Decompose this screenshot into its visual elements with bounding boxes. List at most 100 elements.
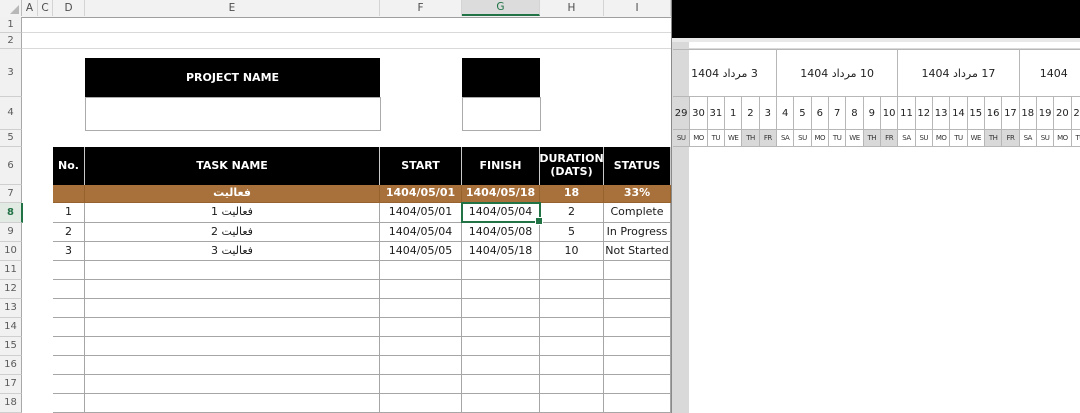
table-empty-row-2-cell-0[interactable] (53, 280, 85, 299)
table-empty-row-6-cell-4[interactable] (540, 356, 604, 375)
table-empty-row-4-cell-3[interactable] (462, 318, 540, 337)
project-name-input-box[interactable] (85, 97, 381, 131)
gantt-day-name-10[interactable]: WE (846, 130, 864, 147)
column-header-G[interactable]: G (462, 0, 540, 16)
table-empty-row-4-cell-4[interactable] (540, 318, 604, 337)
gantt-day-number-5[interactable]: 5 (794, 97, 812, 130)
gantt-day-name-6[interactable]: SA (776, 130, 795, 147)
table-empty-row-2-cell-4[interactable] (540, 280, 604, 299)
table-row-3-cell-0[interactable]: 3 (53, 242, 85, 261)
table-empty-row-7-cell-1[interactable] (85, 375, 380, 394)
gantt-day-name-12[interactable]: FR (880, 130, 899, 147)
select-all-corner[interactable] (0, 0, 22, 16)
table-header-row-cell-4[interactable]: DURATION (DATS) (540, 147, 604, 185)
table-empty-row-3-cell-1[interactable] (85, 299, 380, 318)
row-header-5[interactable]: 5 (0, 130, 22, 147)
gantt-day-number-29[interactable]: 29 (673, 97, 691, 130)
table-empty-row-5-cell-5[interactable] (604, 337, 671, 356)
table-summary-row-cell-0[interactable] (53, 185, 85, 203)
table-empty-row-7-cell-3[interactable] (462, 375, 540, 394)
gantt-day-number-15[interactable]: 15 (967, 97, 985, 130)
row-header-13[interactable]: 13 (0, 299, 22, 318)
table-empty-row-4-cell-5[interactable] (604, 318, 671, 337)
pane-divider[interactable] (671, 0, 672, 413)
side-input-box[interactable] (462, 97, 541, 131)
row-header-15[interactable]: 15 (0, 337, 22, 356)
table-empty-row-4-cell-0[interactable] (53, 318, 85, 337)
gantt-day-number-21[interactable]: 21 (1071, 97, 1080, 130)
row-header-9[interactable]: 9 (0, 223, 22, 242)
gantt-day-number-11[interactable]: 11 (898, 97, 916, 130)
table-row-2-cell-4[interactable]: 5 (540, 223, 604, 242)
table-empty-row-5-cell-3[interactable] (462, 337, 540, 356)
table-summary-row-cell-2[interactable]: 1404/05/01 (380, 185, 462, 203)
table-empty-row-1-cell-5[interactable] (604, 261, 671, 280)
gantt-day-name-9[interactable]: TU (828, 130, 847, 147)
table-empty-row-8-cell-5[interactable] (604, 394, 671, 413)
table-empty-row-8-cell-0[interactable] (53, 394, 85, 413)
row-header-7[interactable]: 7 (0, 185, 22, 203)
gantt-day-number-16[interactable]: 16 (984, 97, 1003, 130)
gantt-day-number-2[interactable]: 2 (742, 97, 760, 130)
gantt-day-name-22[interactable]: MO (1054, 130, 1072, 147)
table-summary-row-cell-4[interactable]: 18 (540, 185, 604, 203)
gantt-day-name-19[interactable]: FR (1002, 130, 1020, 147)
gantt-week-label-3[interactable]: 17 مرداد 1404 (898, 49, 1020, 97)
column-header-A[interactable]: A (22, 0, 38, 16)
table-row-3-cell-5[interactable]: Not Started (604, 242, 671, 261)
table-row-1-cell-5[interactable]: Complete (604, 203, 671, 223)
gantt-day-number-4[interactable]: 4 (776, 97, 795, 130)
table-empty-row-3-cell-3[interactable] (462, 299, 540, 318)
table-summary-row-cell-1[interactable]: فعالیت (85, 185, 380, 203)
table-row-3-cell-2[interactable]: 1404/05/05 (380, 242, 462, 261)
row-header-8[interactable]: 8 (0, 203, 23, 223)
gantt-day-number-20[interactable]: 20 (1054, 97, 1072, 130)
column-header-I[interactable]: I (604, 0, 671, 16)
column-header-H[interactable]: H (540, 0, 604, 16)
gantt-day-name-7[interactable]: SU (794, 130, 812, 147)
gantt-day-number-1[interactable]: 1 (724, 97, 743, 130)
gantt-day-name-16[interactable]: TU (950, 130, 968, 147)
gantt-day-name-8[interactable]: MO (811, 130, 829, 147)
gantt-day-number-6[interactable]: 6 (811, 97, 829, 130)
table-row-3-cell-1[interactable]: فعالیت 3 (85, 242, 380, 261)
gantt-day-number-9[interactable]: 9 (863, 97, 881, 130)
table-empty-row-3-cell-5[interactable] (604, 299, 671, 318)
gantt-day-number-18[interactable]: 18 (1019, 97, 1037, 130)
table-empty-row-2-cell-5[interactable] (604, 280, 671, 299)
gantt-day-number-31[interactable]: 31 (707, 97, 725, 130)
row-header-16[interactable]: 16 (0, 356, 22, 375)
row-header-1[interactable]: 1 (0, 17, 22, 33)
gantt-day-name-1[interactable]: MO (690, 130, 708, 147)
table-row-1-cell-1[interactable]: فعالیت 1 (85, 203, 380, 223)
table-empty-row-4-cell-2[interactable] (380, 318, 462, 337)
gantt-day-name-23[interactable]: TU (1071, 130, 1080, 147)
table-empty-row-5-cell-0[interactable] (53, 337, 85, 356)
table-empty-row-8-cell-4[interactable] (540, 394, 604, 413)
gantt-day-number-17[interactable]: 17 (1002, 97, 1020, 130)
table-empty-row-1-cell-3[interactable] (462, 261, 540, 280)
table-header-row-cell-1[interactable]: TASK NAME (85, 147, 380, 185)
row-header-3[interactable]: 3 (0, 49, 22, 97)
gantt-day-name-20[interactable]: SA (1019, 130, 1037, 147)
row-header-6[interactable]: 6 (0, 147, 22, 185)
table-row-1-cell-2[interactable]: 1404/05/01 (380, 203, 462, 223)
table-header-row-cell-0[interactable]: No. (53, 147, 85, 185)
table-empty-row-3-cell-0[interactable] (53, 299, 85, 318)
side-header-box[interactable] (462, 58, 540, 97)
gantt-week-label-2[interactable]: 10 مرداد 1404 (776, 49, 899, 97)
table-empty-row-7-cell-0[interactable] (53, 375, 85, 394)
gantt-day-name-15[interactable]: MO (932, 130, 951, 147)
gantt-day-name-2[interactable]: TU (707, 130, 725, 147)
gantt-day-number-12[interactable]: 12 (915, 97, 933, 130)
row-header-18[interactable]: 18 (0, 394, 22, 413)
table-empty-row-6-cell-3[interactable] (462, 356, 540, 375)
table-empty-row-4-cell-1[interactable] (85, 318, 380, 337)
table-empty-row-6-cell-1[interactable] (85, 356, 380, 375)
gantt-day-name-11[interactable]: TH (863, 130, 881, 147)
table-empty-row-8-cell-3[interactable] (462, 394, 540, 413)
table-empty-row-2-cell-2[interactable] (380, 280, 462, 299)
gantt-day-number-14[interactable]: 14 (950, 97, 968, 130)
gantt-day-number-19[interactable]: 19 (1036, 97, 1055, 130)
selected-cell-G8[interactable] (461, 202, 543, 225)
